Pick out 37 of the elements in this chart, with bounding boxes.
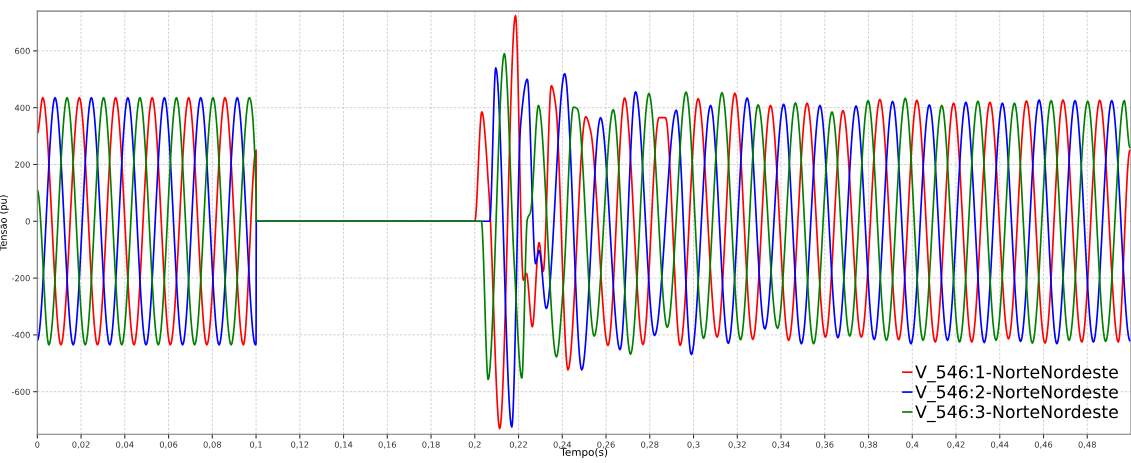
x-tick-label: 0,42 (947, 441, 965, 449)
x-tick-label: 0,38 (859, 441, 878, 449)
y-tick-label: -600 (11, 388, 30, 395)
x-axis-title: Tempo(s) (560, 447, 608, 458)
x-tick-label: 0,26 (597, 441, 615, 449)
x-tick-label: 0,16 (378, 441, 397, 449)
x-tick-label: 0,14 (334, 441, 353, 449)
x-tick-label: 0,46 (1034, 441, 1053, 449)
x-tick-label: 0,32 (728, 441, 746, 449)
x-tick-label: 0,48 (1078, 441, 1096, 449)
x-tick-label: 0 (35, 441, 40, 448)
x-tick-label: 0,22 (509, 441, 527, 449)
x-tick-label: 0,04 (116, 441, 134, 449)
y-tick-label: 400 (14, 104, 30, 111)
x-tick-label: 0,1 (249, 441, 262, 449)
y-axis-title: Tensão (pu) (0, 195, 9, 251)
x-tick-label: 0,02 (72, 441, 90, 449)
x-tick-label: 0,44 (991, 441, 1009, 449)
y-tick-label: 600 (15, 47, 30, 55)
x-tick-label: 0,4 (906, 441, 919, 449)
x-tick-label: 0,28 (641, 441, 659, 449)
y-tick-label: 200 (15, 161, 30, 168)
legend-label: V_546:2-NorteNordeste (915, 384, 1118, 403)
y-tick-label: -200 (11, 275, 30, 282)
legend-label: V_546:1-NorteNordeste (915, 365, 1118, 383)
y-tick-label: -400 (11, 331, 30, 339)
x-tick-label: 0,34 (772, 441, 790, 449)
legend-label: V_546:3-NorteNordeste (915, 404, 1118, 423)
x-tick-label: 0,36 (816, 441, 834, 449)
x-tick-label: 0,3 (687, 441, 700, 449)
x-tick-label: 0,08 (203, 441, 222, 449)
x-tick-label: 0,18 (422, 441, 440, 449)
x-tick-label: 0,2 (468, 441, 481, 449)
x-tick-label: 0,12 (291, 441, 309, 449)
x-tick-label: 0,24 (553, 441, 572, 449)
y-tick-label: 0 (25, 218, 30, 225)
x-tick-label: 0,06 (159, 441, 178, 449)
